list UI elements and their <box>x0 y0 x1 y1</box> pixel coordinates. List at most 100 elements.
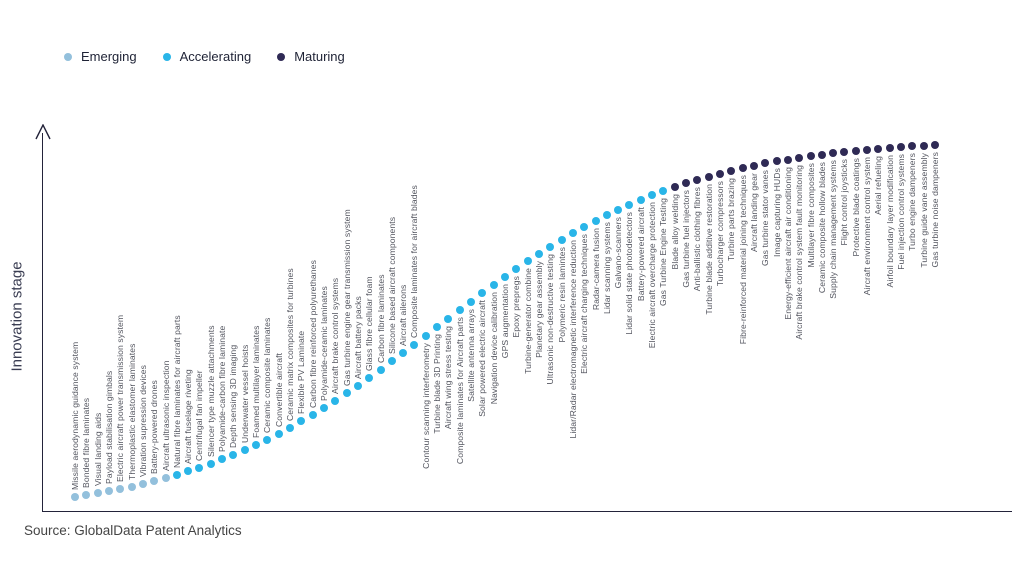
data-point-label: Electric aircraft charging techniques <box>579 234 590 374</box>
data-point-label: Aircraft wing stress testing <box>443 325 454 429</box>
legend-dot-icon <box>162 52 171 61</box>
legend-label: Maturing <box>294 49 345 64</box>
data-point-label: Composite laminates for aircraft blades <box>409 184 420 338</box>
data-point <box>206 459 215 468</box>
data-point <box>568 229 577 238</box>
data-point <box>580 223 589 231</box>
data-point-label: Aircraft landing gear <box>748 172 759 252</box>
data-point-label: Fuel injection control systems <box>896 154 907 270</box>
data-point <box>614 205 623 214</box>
data-point <box>342 389 351 398</box>
data-point-label: Vibration supression devices <box>137 364 148 478</box>
data-point <box>286 423 294 432</box>
data-point-label: Lidar solid state photodetectors <box>624 211 635 335</box>
y-axis-title: Innovation stage <box>8 261 26 372</box>
data-point <box>817 150 826 159</box>
data-point-label: Underwater vessel hoists <box>239 344 250 444</box>
data-point-label: Satellite antenna arrays <box>466 308 477 402</box>
data-point-label: Lidar scanning systems <box>601 222 612 315</box>
data-point <box>636 195 645 204</box>
data-point-label: Gas turbine stator vanes <box>760 170 771 267</box>
data-point <box>353 381 362 390</box>
legend-label: Accelerating <box>179 49 252 64</box>
data-point <box>602 211 611 220</box>
data-point-label: Polymeric resin lamintes <box>556 246 567 343</box>
data-point-label: Polyamide-ceramic laminates <box>318 285 329 401</box>
data-point-label: Depth sensing 3D imaging <box>228 344 239 448</box>
data-point <box>682 179 691 188</box>
data-point-label: Blade alloy welding <box>669 194 680 270</box>
data-point-label: Turbine blade 3D Printing <box>432 334 443 435</box>
data-point-label: Payload stabilisation gimbals <box>103 371 114 485</box>
data-point <box>161 474 170 483</box>
data-point-label: Lidar/Radar electromagnetic interference… <box>567 240 578 439</box>
data-point-label: Radar-camera fusion <box>590 227 601 311</box>
data-point <box>71 493 79 501</box>
data-point <box>546 242 555 251</box>
data-point <box>931 141 940 149</box>
data-point <box>252 440 261 449</box>
data-point <box>693 175 702 184</box>
data-point <box>670 183 679 192</box>
data-point <box>467 297 476 306</box>
data-point <box>229 450 238 459</box>
data-point <box>331 396 340 405</box>
data-point <box>387 357 396 366</box>
data-point-label: Airfoil boundary layer modification <box>884 154 895 288</box>
legend-dot-icon <box>64 52 72 61</box>
data-point <box>455 306 464 315</box>
data-point-label: Flexible PV Laminate <box>296 331 307 415</box>
x-axis-line <box>42 511 1012 513</box>
data-point <box>897 143 906 152</box>
data-point <box>308 410 317 419</box>
data-point-label: Electric aircraft overcharge protection <box>647 202 658 349</box>
data-point-label: Aircraft battery packs <box>352 295 363 379</box>
data-point-label: Missile aerodynamic guidance system <box>70 341 80 490</box>
data-point-label: Silicone based aircraft components <box>386 217 397 355</box>
data-point-label: Gas turbine engine gear transmission sys… <box>341 209 352 387</box>
data-point <box>172 470 181 479</box>
data-point <box>523 257 532 266</box>
data-point <box>478 289 487 298</box>
data-point <box>150 477 159 486</box>
data-point-label: GPS augmentation <box>500 284 510 359</box>
data-point-label: Contour scanning interferometry <box>420 342 431 469</box>
data-point-label: Natural fibre laminates for aircraft par… <box>171 315 182 468</box>
data-point-label: Fibre-reinforced material joining techni… <box>737 175 748 345</box>
data-point <box>557 235 566 244</box>
legend-item-maturing: Maturing <box>277 49 345 64</box>
data-point-label: Turbine-generator combine <box>522 268 533 375</box>
data-point <box>727 166 736 175</box>
data-point-label: Gas turbine fuel injectors <box>681 190 692 288</box>
data-point <box>783 155 792 164</box>
data-point-label: Ultrasonic non-destructive testing <box>545 253 556 385</box>
data-point <box>365 373 374 382</box>
data-point <box>127 482 136 491</box>
data-point-label: Aircraft environment control system <box>862 156 873 295</box>
data-point-label: Silencer type muzzle attachments <box>205 325 216 457</box>
data-point <box>263 435 272 444</box>
data-point-label: Flight control joysticks <box>839 159 850 246</box>
data-point-label: Gas turbine noise dampeners <box>930 152 941 268</box>
data-point <box>908 142 917 151</box>
data-point-label: Thermoplastic elastomer laminates <box>126 343 137 480</box>
data-point-label: Galvano-scanners <box>613 216 624 289</box>
data-point <box>274 429 283 438</box>
data-point <box>534 250 543 259</box>
data-point-label: Composite laminates for Aircraft parts <box>454 317 465 465</box>
data-point-label: Ceramic composite laminates <box>262 317 273 433</box>
data-point <box>716 169 724 178</box>
data-point-label: Visual landing aids <box>92 412 103 487</box>
data-point <box>829 149 838 158</box>
data-point <box>919 141 928 150</box>
data-point-label: Epoxy prepregs <box>511 276 522 338</box>
data-point-label: Supply chain management systems <box>828 160 839 300</box>
data-point <box>399 349 408 358</box>
data-point <box>772 157 781 166</box>
data-point-label: Energy-efficient aircraft air conditioni… <box>782 166 793 320</box>
data-point-label: Electric aircraft power transmission sys… <box>115 314 126 483</box>
data-point-label: Battery-powered drones <box>149 380 160 475</box>
data-point <box>501 273 509 282</box>
data-point-label: Aircraft fuselage riveting <box>183 369 194 465</box>
source-caption: Source: GlobalData Patent Analytics <box>24 523 242 538</box>
